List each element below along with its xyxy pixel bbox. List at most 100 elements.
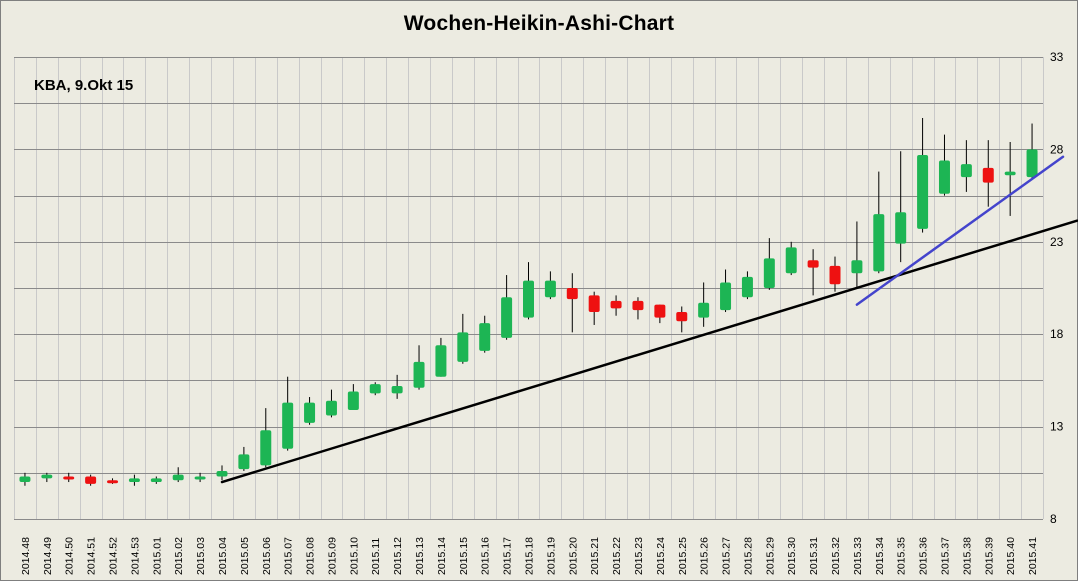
- candle-up: [1026, 149, 1038, 178]
- y-tick-label: 8: [1050, 512, 1057, 526]
- chart-annotation: KBA, 9.Okt 15: [34, 77, 133, 94]
- x-tick-label: 2015.13: [414, 537, 426, 575]
- x-tick-label: 2015.33: [852, 537, 864, 575]
- candle-up: [41, 474, 53, 479]
- candle-up: [960, 164, 972, 178]
- x-tick-label: 2015.32: [830, 537, 842, 575]
- candle-up: [325, 400, 337, 416]
- x-tick-label: 2015.25: [677, 537, 689, 575]
- x-tick-label: 2014.52: [108, 537, 120, 575]
- candle-up: [172, 474, 184, 481]
- x-tick-label: 2015.34: [874, 537, 886, 575]
- candle-up: [128, 478, 140, 483]
- candle-up: [917, 154, 929, 229]
- candle-up: [150, 478, 162, 483]
- trend-line: [220, 219, 1078, 484]
- x-tick-label: 2015.35: [896, 537, 908, 575]
- candle-up: [1004, 171, 1016, 176]
- candle-down: [632, 300, 644, 311]
- candle-up: [238, 454, 250, 470]
- candle-up: [282, 402, 294, 449]
- candle-down: [807, 260, 819, 268]
- candle-down: [654, 304, 666, 318]
- candle-down: [566, 288, 578, 300]
- x-tick-label: 2015.24: [655, 537, 667, 575]
- x-tick-label: 2014.48: [20, 537, 32, 575]
- x-tick-label: 2015.17: [502, 537, 514, 575]
- x-tick-label: 2015.21: [589, 537, 601, 575]
- axes: 8 13 18 23 28 33 2014.48 2014.49 2014.50 2014.51 2…: [20, 50, 1064, 575]
- x-tick-label: 2015.39: [983, 537, 995, 575]
- y-tick-label: 33: [1050, 50, 1064, 64]
- candles: [19, 117, 1038, 486]
- candle-up: [698, 302, 710, 318]
- y-tick-label: 18: [1050, 327, 1064, 341]
- candle-up: [391, 385, 403, 394]
- x-tick-label: 2015.31: [808, 537, 820, 575]
- x-tick-label: 2015.40: [1005, 537, 1017, 575]
- candle-down: [107, 480, 119, 484]
- candle-up: [194, 476, 206, 480]
- x-tick-label: 2015.07: [283, 537, 295, 575]
- x-tick-label: 2015.01: [151, 537, 163, 575]
- x-tick-label: 2015.18: [524, 537, 536, 575]
- candle-up: [720, 282, 732, 311]
- x-tick-label: 2015.22: [611, 537, 623, 575]
- x-tick-label: 2015.09: [326, 537, 338, 575]
- x-tick-label: 2015.20: [567, 537, 579, 575]
- x-tick-label: 2014.53: [129, 537, 141, 575]
- candle-up: [785, 247, 797, 274]
- x-tick-label: 2015.02: [173, 537, 185, 575]
- x-tick-label: 2015.27: [721, 537, 733, 575]
- x-tick-label: 2015.38: [961, 537, 973, 575]
- candle-down: [63, 476, 75, 480]
- x-tick-label: 2015.26: [699, 537, 711, 575]
- candle-up: [741, 276, 753, 298]
- candle-up: [304, 402, 316, 423]
- candle-down: [610, 300, 622, 309]
- x-tick-label: 2015.04: [217, 537, 229, 575]
- candle-up: [851, 260, 863, 274]
- candle-up: [413, 361, 425, 388]
- y-tick-label: 28: [1050, 142, 1064, 156]
- x-tick-label: 2014.50: [64, 537, 76, 575]
- x-tick-label: 2015.19: [545, 537, 557, 575]
- candle-up: [763, 258, 775, 288]
- candle-up: [523, 280, 534, 318]
- candle-up: [457, 332, 469, 362]
- x-tick-label: 2015.10: [348, 537, 360, 575]
- candle-up: [347, 391, 359, 410]
- x-tick-label: 2015.06: [261, 537, 273, 575]
- x-tick-label: 2015.30: [786, 537, 798, 575]
- candle-up: [544, 280, 556, 298]
- candle-down: [85, 476, 97, 484]
- candle-down: [829, 265, 841, 285]
- y-tick-label: 13: [1050, 420, 1064, 434]
- y-tick-label: 23: [1050, 235, 1064, 249]
- candle-down: [588, 295, 600, 313]
- x-tick-label: 2015.29: [764, 537, 776, 575]
- candle-up: [19, 476, 31, 483]
- x-tick-label: 2014.51: [86, 537, 98, 575]
- x-tick-label: 2015.03: [195, 537, 207, 575]
- x-tick-label: 2015.36: [918, 537, 930, 575]
- candle-up: [260, 430, 272, 466]
- grid: [14, 57, 1044, 520]
- chart-title: Wochen-Heikin-Ashi-Chart: [403, 12, 675, 35]
- trend-line: [855, 155, 1065, 306]
- candle-up: [216, 470, 228, 477]
- x-tick-label: 2015.28: [742, 537, 754, 575]
- x-tick-label: 2015.37: [939, 537, 951, 575]
- candle-up: [895, 212, 907, 244]
- candle-up: [435, 345, 447, 377]
- candle-up: [369, 384, 381, 394]
- candle-up: [873, 214, 885, 272]
- x-tick-label: 2015.16: [480, 537, 492, 575]
- candle-down: [676, 312, 688, 322]
- candle-down: [982, 167, 994, 183]
- x-tick-label: 2015.11: [370, 538, 382, 575]
- candle-up: [938, 160, 950, 194]
- x-tick-label: 2015.08: [305, 537, 317, 575]
- candle-up: [479, 323, 491, 351]
- x-tick-label: 2015.41: [1027, 537, 1039, 575]
